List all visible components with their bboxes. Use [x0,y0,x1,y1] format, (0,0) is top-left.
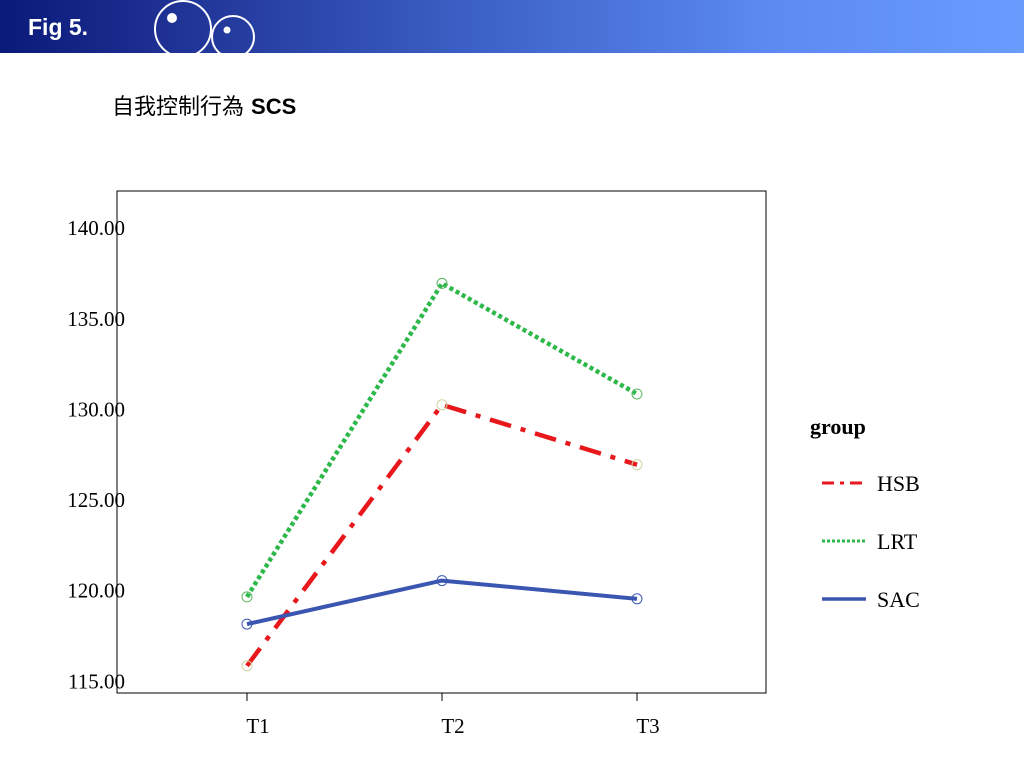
legend-title: group [810,414,866,439]
series-line-hsb [245,402,638,668]
x-tick-label: T1 [246,714,269,738]
x-tick-label: T3 [636,714,659,738]
bubble-decoration-icon [154,0,255,59]
slide-title-english: SCS [251,94,297,119]
y-tick-label: 140.00 [67,216,125,240]
data-point-sac [241,618,253,630]
legend-label-sac: SAC [877,587,920,612]
y-tick-label: 130.00 [67,397,125,421]
data-point-sac [436,575,448,587]
y-tick-label: 120.00 [67,579,125,603]
legend: group HSB LRT SAC [810,414,920,612]
data-point-lrt [241,591,253,603]
series-markers [241,277,643,672]
slide-title: 自我控制行為 SCS [112,92,296,123]
data-point-hsb [631,459,643,471]
data-point-hsb [436,399,448,411]
data-point-hsb [241,660,253,672]
data-point-lrt [631,388,643,400]
legend-label-hsb: HSB [877,471,920,496]
figure-label: Fig 5. [28,14,89,40]
legend-label-lrt: LRT [877,529,918,554]
data-point-sac [631,593,643,605]
x-axis: T1 T2 T3 [246,693,660,738]
y-tick-label: 135.00 [67,307,125,331]
y-tick-label: 125.00 [67,488,125,512]
plot-frame [116,190,767,694]
x-tick-label: T2 [441,714,464,738]
slide-title-chinese: 自我控制行為 [112,95,245,120]
data-point-lrt [436,277,448,289]
header-bar [0,0,1024,53]
series-lines [245,281,639,668]
y-tick-label: 115.00 [68,669,125,693]
y-axis: 115.00 120.00 125.00 130.00 135.00 140.00 [67,216,125,693]
series-line-lrt [245,281,639,599]
series-line-sac [246,578,638,627]
